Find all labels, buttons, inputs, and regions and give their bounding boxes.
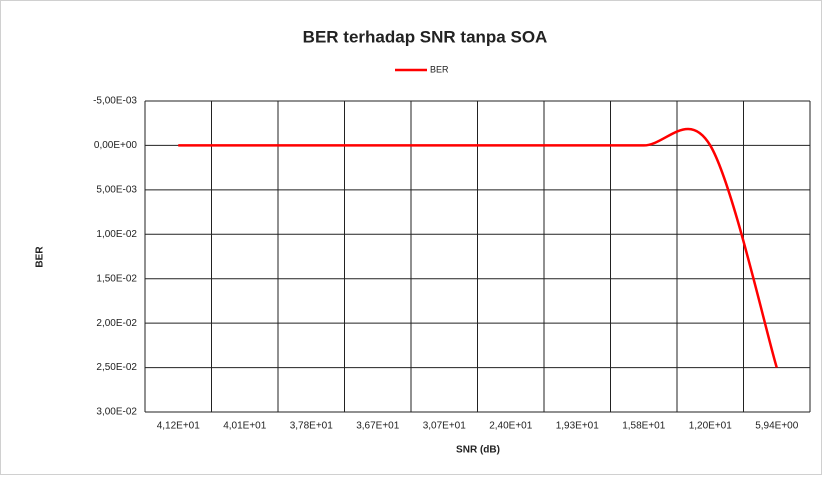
x-axis-title: SNR (dB): [456, 445, 500, 456]
chart-title: BER terhadap SNR tanpa SOA: [303, 27, 548, 46]
y-axis-title: BER: [35, 246, 46, 268]
x-tick-label: 1,20E+01: [689, 421, 733, 432]
y-tick-label: 0,00E+00: [94, 140, 138, 151]
x-tick-label: 3,07E+01: [423, 421, 467, 432]
x-tick-label: 2,40E+01: [489, 421, 533, 432]
y-tick-label: 5,00E-03: [96, 184, 137, 195]
series-line: [178, 127, 778, 368]
y-tick-label: 2,00E-02: [96, 318, 137, 329]
x-tick-label: 4,12E+01: [157, 421, 201, 432]
x-tick-label: 4,01E+01: [223, 421, 267, 432]
x-tick-label: 3,78E+01: [290, 421, 334, 432]
y-tick-label: 1,50E-02: [96, 273, 137, 284]
x-tick-label: 5,94E+00: [755, 421, 799, 432]
y-tick-label: 3,00E-02: [96, 407, 137, 418]
y-tick-label: 2,50E-02: [96, 362, 137, 373]
y-tick-label: 1,00E-02: [96, 229, 137, 240]
legend-label: BER: [430, 64, 449, 74]
y-tick-label: -5,00E-03: [93, 96, 137, 107]
x-tick-label: 3,67E+01: [356, 421, 400, 432]
x-tick-label: 1,93E+01: [556, 421, 600, 432]
x-tick-label: 1,58E+01: [622, 421, 666, 432]
